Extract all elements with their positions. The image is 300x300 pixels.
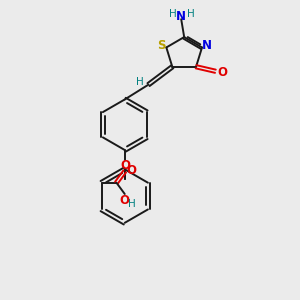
Text: O: O — [120, 159, 130, 172]
Text: O: O — [120, 194, 130, 207]
Text: H: H — [187, 9, 195, 19]
Text: H: H — [128, 200, 136, 209]
Text: H: H — [169, 9, 177, 19]
Text: H: H — [136, 77, 144, 87]
Text: N: N — [202, 40, 212, 52]
Text: S: S — [157, 40, 165, 52]
Text: O: O — [126, 164, 136, 177]
Text: O: O — [217, 66, 227, 79]
Text: N: N — [176, 10, 186, 23]
